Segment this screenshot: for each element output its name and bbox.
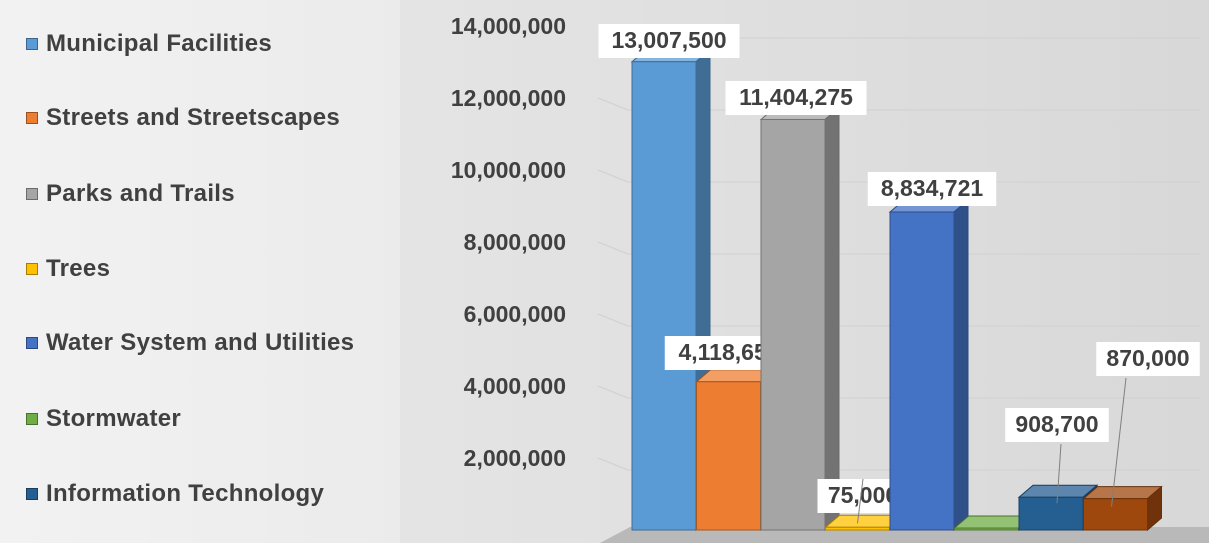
legend-label: Streets and Streetscapes bbox=[46, 104, 341, 131]
data-label-leader bbox=[857, 478, 864, 524]
legend-label: Water System and Utilities bbox=[46, 329, 355, 356]
data-label-leader bbox=[1111, 377, 1127, 507]
gridline bbox=[597, 313, 629, 327]
y-tick-label: 12,000,000 bbox=[451, 85, 566, 111]
legend-label: Municipal Facilities bbox=[46, 30, 273, 57]
legend-swatch bbox=[26, 488, 38, 500]
legend-label: Parks and Trails bbox=[46, 180, 235, 207]
data-label-box bbox=[725, 81, 867, 115]
legend-item-trees: Trees bbox=[26, 255, 110, 283]
chart-floor bbox=[600, 527, 1209, 543]
legend-label: Information Technology bbox=[46, 480, 325, 507]
data-label-box bbox=[1005, 408, 1109, 442]
legend-swatch bbox=[26, 263, 38, 275]
data-label-box bbox=[867, 172, 997, 206]
legend-item-water: Water System and Utilities bbox=[26, 329, 354, 357]
bar-side bbox=[953, 198, 969, 532]
data-label: 75,000 bbox=[828, 482, 898, 508]
bar bbox=[889, 211, 955, 531]
bar bbox=[1083, 498, 1148, 531]
gridline bbox=[597, 97, 629, 111]
legend-label: Trees bbox=[46, 255, 111, 282]
data-label-box bbox=[598, 24, 740, 58]
data-label: 13,007,500 bbox=[611, 27, 726, 53]
legend-label: Stormwater bbox=[46, 405, 182, 432]
gridline bbox=[597, 241, 629, 255]
data-label: 870,000 bbox=[1106, 345, 1189, 371]
y-tick-label: 14,000,000 bbox=[451, 13, 566, 39]
y-tick-label: 6,000,000 bbox=[464, 301, 566, 327]
legend-item-parks: Parks and Trails bbox=[26, 180, 235, 208]
bar bbox=[825, 526, 890, 531]
bar bbox=[696, 381, 761, 531]
legend-item-streets: Streets and Streetscapes bbox=[26, 104, 340, 132]
y-tick-label: 8,000,000 bbox=[464, 229, 566, 255]
bar bbox=[631, 61, 697, 531]
gridline bbox=[597, 169, 629, 183]
legend-swatch bbox=[26, 413, 38, 425]
bar bbox=[1018, 496, 1084, 531]
legend-swatch bbox=[26, 112, 38, 124]
y-tick-label: 2,000,000 bbox=[464, 445, 566, 471]
legend-item-information-technology: Information Technology bbox=[26, 480, 324, 508]
gridline bbox=[597, 385, 629, 399]
gridline bbox=[597, 457, 629, 471]
legend-item-municipal-facilities: Municipal Facilities bbox=[26, 30, 272, 58]
data-label: 11,404,275 bbox=[739, 84, 853, 110]
data-label: 908,700 bbox=[1015, 411, 1098, 437]
legend-swatch bbox=[26, 337, 38, 349]
bar bbox=[954, 527, 1019, 531]
data-label-box bbox=[1096, 342, 1200, 376]
bar bbox=[760, 118, 826, 531]
y-tick-label: 10,000,000 bbox=[451, 157, 566, 183]
legend-swatch bbox=[26, 38, 38, 50]
legend-item-stormwater: Stormwater bbox=[26, 405, 181, 433]
data-label-leader bbox=[1056, 443, 1062, 504]
legend-swatch bbox=[26, 188, 38, 200]
legend: Municipal Facilities Streets and Streets… bbox=[0, 0, 400, 543]
data-label: 8,834,721 bbox=[881, 175, 984, 201]
bar-side bbox=[824, 106, 840, 532]
y-tick-label: 4,000,000 bbox=[464, 373, 566, 399]
